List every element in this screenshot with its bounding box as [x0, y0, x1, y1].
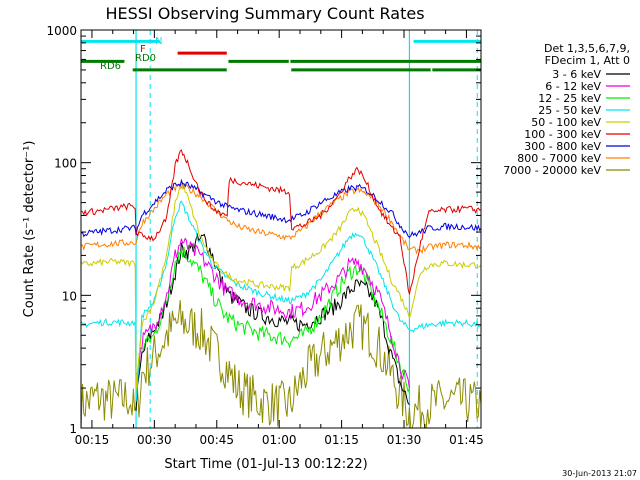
flag-label-F: F: [140, 44, 146, 55]
legend-label-8: 7000 - 20000 keV: [503, 164, 601, 177]
series-line-0: [135, 232, 410, 411]
chart-title: HESSI Observing Summary Count Rates: [105, 4, 424, 23]
series-line-4: [81, 181, 481, 391]
legend-label-0: 3 - 6 keV: [552, 68, 601, 81]
legend-header-line-1: Det 1,3,5,6,7,9,: [544, 42, 630, 55]
x-tick-label-3: 01:00: [262, 433, 297, 447]
x-axis-label: Start Time (01-Jul-13 00:12:22): [164, 457, 367, 472]
y-tick-label-3: 1000: [46, 24, 77, 38]
y-tick-label-1: 10: [62, 289, 77, 303]
series-line-6: [81, 178, 481, 239]
legend-label-5: 100 - 300 keV: [524, 128, 601, 141]
timestamp: 30-Jun-2013 21:07: [562, 469, 637, 478]
legend-label-7: 800 - 7000 keV: [517, 152, 601, 165]
legend-header-line-2: FDecim 1, Att 0: [545, 54, 630, 67]
legend: Det 1,3,5,6,7,9, FDecim 1, Att 0 3 - 6 k…: [503, 42, 630, 177]
flag-label-RD0: RD0: [135, 53, 156, 64]
series-line-1: [135, 237, 410, 389]
series-line-2: [135, 246, 410, 394]
legend-label-1: 6 - 12 keV: [545, 80, 601, 93]
x-tick-label-5: 01:30: [387, 433, 422, 447]
x-tick-label-0: 00:15: [75, 433, 110, 447]
x-tick-label-2: 00:45: [199, 433, 234, 447]
flag-label-N: N: [155, 36, 162, 47]
plot-frame: [80, 29, 482, 429]
legend-label-2: 12 - 25 keV: [538, 92, 601, 105]
legend-label-3: 25 - 50 keV: [538, 104, 601, 117]
legend-label-6: 300 - 800 keV: [524, 140, 601, 153]
legend-label-4: 50 - 100 keV: [531, 116, 601, 129]
series-line-5: [81, 149, 481, 295]
x-tick-label-4: 01:15: [324, 433, 359, 447]
series-line-8: [81, 300, 481, 428]
x-tick-label-6: 01:45: [449, 433, 484, 447]
flag-label-RD6: RD6: [100, 61, 121, 72]
y-tick-label-0: 1: [69, 422, 77, 436]
series-line-3: [81, 200, 481, 402]
y-tick-label-2: 100: [54, 157, 77, 171]
series-line-7: [81, 182, 481, 255]
y-axis-label: Count Rate (s⁻¹ detector⁻¹): [22, 141, 37, 318]
x-tick-label-1: 00:30: [137, 433, 172, 447]
